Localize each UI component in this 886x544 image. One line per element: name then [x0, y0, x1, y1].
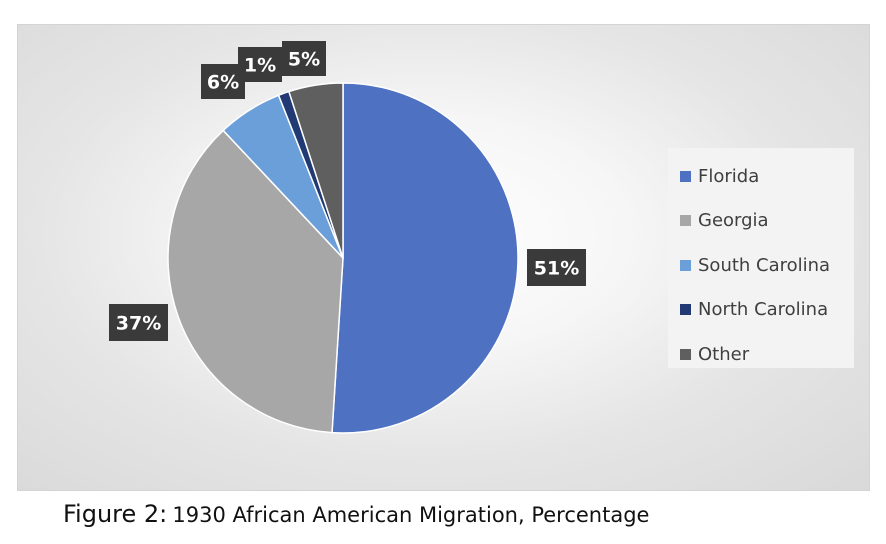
- pie-slice-other: [287, 82, 344, 259]
- data-label-text: 1%: [244, 55, 276, 77]
- caption-text: 1930 African American Migration, Percent…: [172, 503, 650, 527]
- data-label-text: 51%: [534, 258, 579, 280]
- caption-prefix: Figure 2:: [63, 500, 168, 528]
- data-label-text: 6%: [207, 72, 239, 94]
- legend-swatch: [680, 304, 691, 316]
- data-label-box: [109, 304, 168, 341]
- data-label-text: 37%: [116, 313, 161, 335]
- data-label-box: [201, 64, 245, 99]
- data-label-box: [238, 47, 282, 82]
- legend-swatch: [680, 259, 691, 271]
- legend-swatch: [680, 348, 691, 360]
- legend-label: Florida: [698, 165, 760, 187]
- legend-item-north-carolina: North Carolina: [668, 288, 854, 333]
- legend-item-other: Other: [668, 332, 854, 377]
- figure-caption: Figure 2: 1930 African American Migratio…: [63, 500, 649, 528]
- data-label-south-carolina: 6%: [201, 64, 245, 99]
- pie-slices: [167, 82, 519, 434]
- legend-swatch: [680, 170, 691, 182]
- legend-label: South Carolina: [698, 254, 831, 276]
- legend-label: North Carolina: [698, 299, 829, 321]
- data-label-text: 5%: [288, 49, 320, 71]
- pie-data-labels: 51% 37% 6%1% 5%: [109, 41, 586, 341]
- pie-slice-florida: [331, 82, 519, 434]
- legend: Florida Georgia South Carolina North Caroli…: [668, 148, 854, 368]
- legend-swatch: [680, 215, 691, 227]
- data-label-north-carolina: 1%: [238, 47, 282, 82]
- data-label-other: 5%: [282, 41, 326, 76]
- data-label-box: [282, 41, 326, 76]
- data-label-georgia: 37%: [109, 304, 168, 341]
- legend-item-florida: Florida: [668, 154, 854, 199]
- legend-label: Other: [698, 343, 750, 365]
- pie-slice-georgia: [167, 129, 344, 434]
- data-label-box: [527, 249, 586, 286]
- legend-item-georgia: Georgia: [668, 199, 854, 244]
- data-label-florida: 51%: [527, 249, 586, 286]
- legend-label: Georgia: [698, 210, 769, 232]
- legend-item-south-carolina: South Carolina: [668, 243, 854, 288]
